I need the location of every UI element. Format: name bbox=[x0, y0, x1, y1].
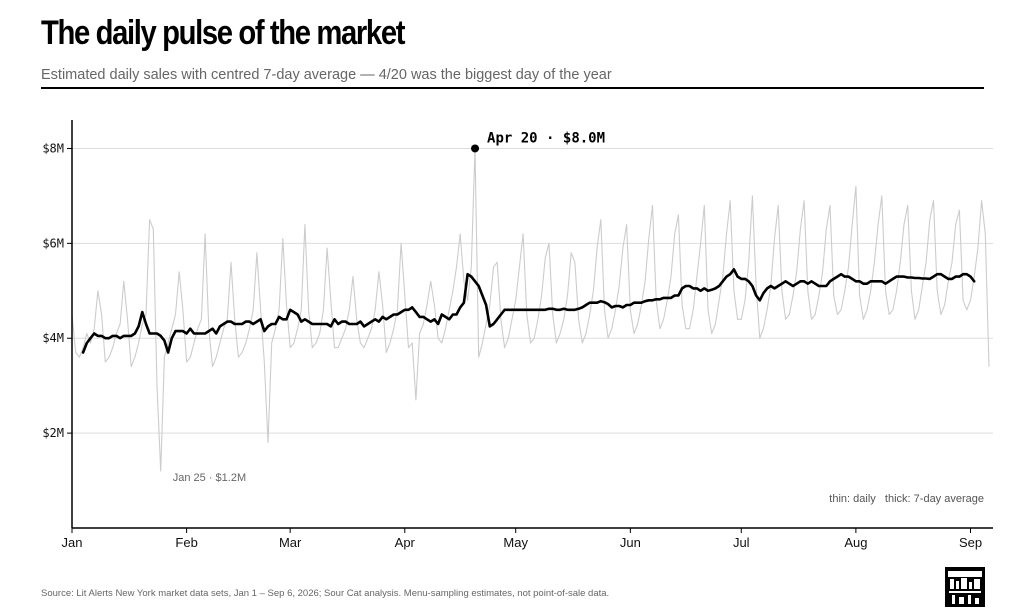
x-tick-label: Aug bbox=[844, 535, 867, 550]
axes: $2M $4M $6M $8M Jan Feb Mar Apr May Jun Jul Aug Sep bbox=[42, 120, 993, 550]
low-annotation-label: Jan 25 · $1.2M bbox=[173, 472, 246, 484]
cityscape-logo-icon bbox=[945, 567, 985, 607]
x-tick-label: Mar bbox=[279, 535, 302, 550]
annotations: Apr 20 · $8.0M Jan 25 · $1.2M bbox=[173, 130, 605, 484]
x-tick-label: May bbox=[503, 535, 528, 550]
seven-day-average-line bbox=[81, 268, 976, 354]
chart-subtitle: Estimated daily sales with centred 7-day… bbox=[41, 67, 612, 83]
daily-series bbox=[71, 147, 990, 472]
y-tick-label: $8M bbox=[42, 141, 64, 155]
y-tick-label: $4M bbox=[42, 331, 64, 345]
y-tick-label: $6M bbox=[42, 236, 64, 250]
x-tick-label: Apr bbox=[395, 535, 416, 550]
title-rule bbox=[41, 87, 984, 89]
y-tick-label: $2M bbox=[42, 426, 64, 440]
series-legend: thin: daily thick: 7-day average bbox=[829, 493, 984, 505]
source-note: Source: Lit Alerts New York market data … bbox=[41, 588, 610, 599]
chart-title: The daily pulse of the market bbox=[41, 14, 405, 52]
x-tick-label: Sep bbox=[959, 535, 982, 550]
x-tick-label: Feb bbox=[175, 535, 197, 550]
average-series bbox=[81, 268, 976, 354]
x-tick-label: Jan bbox=[62, 535, 83, 550]
x-tick-label: Jun bbox=[620, 535, 641, 550]
peak-marker bbox=[471, 144, 480, 153]
peak-annotation-label: Apr 20 · $8.0M bbox=[487, 130, 605, 146]
daily-sales-line bbox=[71, 147, 990, 472]
x-tick-label: Jul bbox=[733, 535, 750, 550]
gridlines bbox=[72, 147, 993, 434]
